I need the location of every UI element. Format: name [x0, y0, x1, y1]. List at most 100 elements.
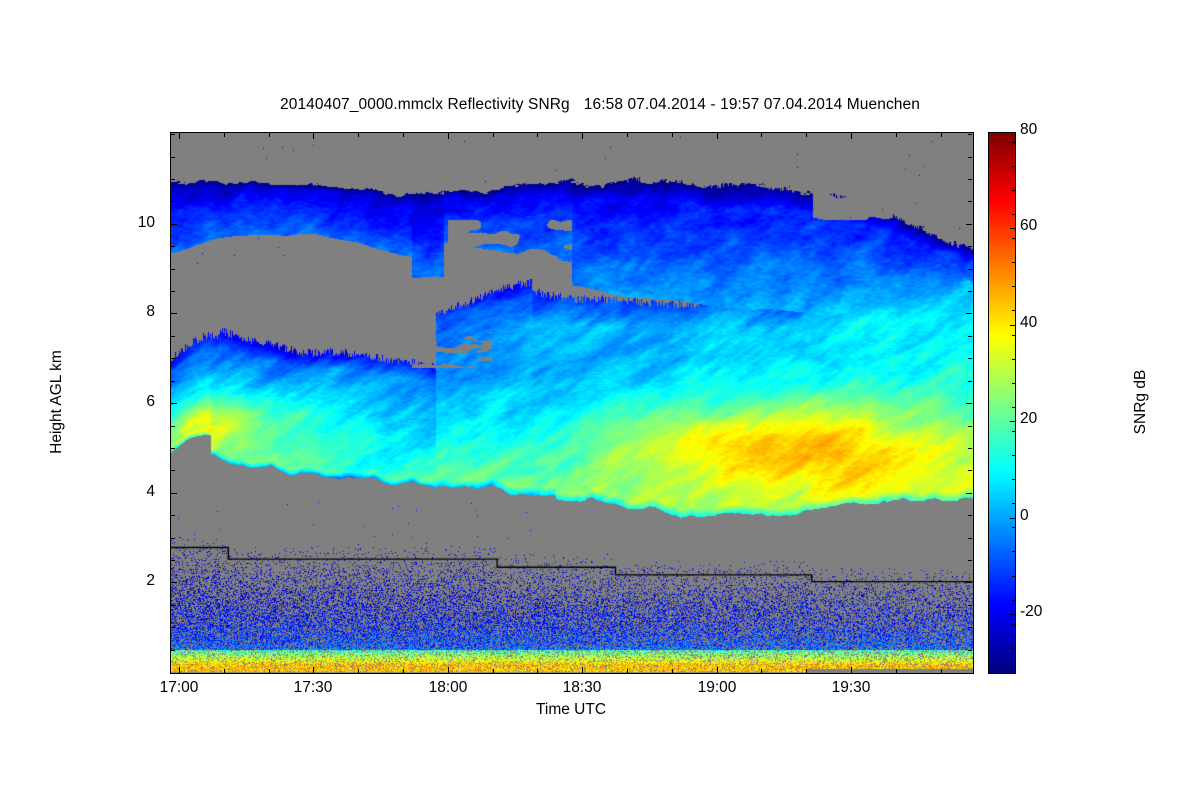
y-axis-tick-minor-right [968, 269, 972, 270]
y-axis-tick-minor [171, 291, 175, 292]
x-axis-tick-minor [269, 669, 270, 673]
colorbar-tick-label: 40 [1020, 314, 1038, 331]
x-axis-tick-minor-top [403, 133, 404, 137]
colorbar-tick-minor [1012, 238, 1015, 239]
y-axis-tick-minor [171, 448, 175, 449]
y-axis-tick-label: 2 [146, 572, 155, 589]
colorbar-tick-minor [1012, 190, 1015, 191]
x-axis-tick-label: 19:00 [697, 679, 737, 696]
colorbar-tick-minor [1012, 503, 1015, 504]
colorbar-tick [1010, 614, 1015, 615]
x-axis-tick-label: 17:30 [293, 679, 333, 696]
x-axis-tick-minor [672, 669, 673, 673]
x-axis-tick-major [448, 667, 449, 673]
y-axis-tick-minor-right [968, 627, 972, 628]
y-axis-tick-minor [171, 157, 175, 158]
colorbar-tick-minor [1012, 600, 1015, 601]
x-axis-tick-minor-top [358, 133, 359, 137]
y-axis-tick-minor [171, 134, 175, 135]
colorbar-tick [1010, 228, 1015, 229]
y-axis-tick-minor [171, 627, 175, 628]
y-axis-tick-minor-right [968, 358, 972, 359]
x-axis-tick-label: 18:30 [562, 679, 602, 696]
y-axis-tick-minor-right [968, 246, 972, 247]
y-axis-tick-major-right [966, 582, 972, 583]
y-axis-tick-minor [171, 605, 175, 606]
colorbar-tick-label: 20 [1020, 410, 1038, 427]
y-axis-tick-minor-right [968, 650, 972, 651]
x-axis-tick-minor-top [806, 133, 807, 137]
x-axis-tick-label: 17:00 [159, 679, 199, 696]
title-file: 20140407_0000.mmclx Reflectivity SNRg [280, 96, 570, 113]
colorbar-tick-minor [1012, 624, 1015, 625]
x-axis-title: Time UTC [535, 701, 607, 718]
y-axis-tick-minor-right [968, 291, 972, 292]
y-axis-tick-minor [171, 515, 175, 516]
y-axis-tick-major [171, 313, 177, 314]
y-axis-tick-label: 4 [146, 483, 155, 500]
y-axis-tick-minor-right [968, 448, 972, 449]
x-axis-tick-minor [358, 669, 359, 673]
y-axis-tick-minor-right [968, 381, 972, 382]
colorbar-tick-minor [1012, 576, 1015, 577]
x-axis-tick-major-top [448, 133, 449, 139]
y-axis-tick-minor [171, 426, 175, 427]
y-axis-tick-minor [171, 538, 175, 539]
colorbar-tick-label: -20 [1020, 603, 1043, 620]
colorbar-tick-label: 0 [1020, 507, 1029, 524]
colorbar-tick-label: 80 [1020, 121, 1038, 138]
y-axis-tick-minor-right [968, 515, 972, 516]
x-axis-tick-minor-top [896, 133, 897, 137]
x-axis-tick-minor [806, 669, 807, 673]
figure-title: 20140407_0000.mmclx Reflectivity SNRg 16:… [0, 96, 1200, 114]
x-axis-tick-minor [896, 669, 897, 673]
y-axis-tick-major-right [966, 313, 972, 314]
x-axis-tick-minor-top [941, 133, 942, 137]
y-axis-tick-minor [171, 336, 175, 337]
colorbar-tick-minor [1012, 455, 1015, 456]
colorbar-tick-minor [1012, 431, 1015, 432]
y-axis-tick-minor [171, 269, 175, 270]
x-axis-tick-minor-top [761, 133, 762, 137]
y-axis-tick-minor-right [968, 157, 972, 158]
title-timerange: 16:58 07.04.2014 - 19:57 07.04.2014 Muen… [583, 96, 920, 113]
y-axis-tick-minor [171, 650, 175, 651]
colorbar-tick [1010, 132, 1015, 133]
y-axis-tick-minor-right [968, 426, 972, 427]
x-axis-tick-minor [941, 669, 942, 673]
y-axis-tick-label: 8 [146, 303, 155, 320]
y-axis-tick-major [171, 493, 177, 494]
x-axis-tick-minor [224, 669, 225, 673]
colorbar-tick-minor [1012, 335, 1015, 336]
y-axis-tick-minor [171, 560, 175, 561]
y-axis-tick-major-right [966, 224, 972, 225]
y-axis-tick-minor [171, 246, 175, 247]
colorbar-tick [1010, 518, 1015, 519]
x-axis-tick-minor-top [269, 133, 270, 137]
x-axis-tick-major-top [313, 133, 314, 139]
colorbar-tick-minor [1012, 648, 1015, 649]
colorbar-gradient-canvas [989, 133, 1015, 673]
y-axis-tick-major [171, 403, 177, 404]
x-axis-tick-minor-top [672, 133, 673, 137]
x-axis-tick-major-top [582, 133, 583, 139]
colorbar-title: SNRg dB [1132, 369, 1149, 435]
colorbar-tick-minor [1012, 479, 1015, 480]
y-axis-tick-label: 10 [137, 214, 155, 231]
x-axis-tick-major-top [851, 133, 852, 139]
colorbar-tick-minor [1012, 551, 1015, 552]
colorbar-tick-minor [1012, 166, 1015, 167]
y-axis-tick-minor-right [968, 201, 972, 202]
x-axis-tick-minor [403, 669, 404, 673]
y-axis-tick-major [171, 582, 177, 583]
y-axis-tick-major [171, 224, 177, 225]
x-axis-tick-major [313, 667, 314, 673]
y-axis-title: Height AGL km [48, 350, 65, 454]
x-axis-tick-major [717, 667, 718, 673]
x-axis-tick-minor-top [224, 133, 225, 137]
colorbar-tick-minor [1012, 310, 1015, 311]
colorbar-tick-label: 60 [1020, 217, 1038, 234]
y-axis-tick-major-right [966, 403, 972, 404]
y-axis-tick-minor [171, 179, 175, 180]
colorbar-tick [1010, 325, 1015, 326]
